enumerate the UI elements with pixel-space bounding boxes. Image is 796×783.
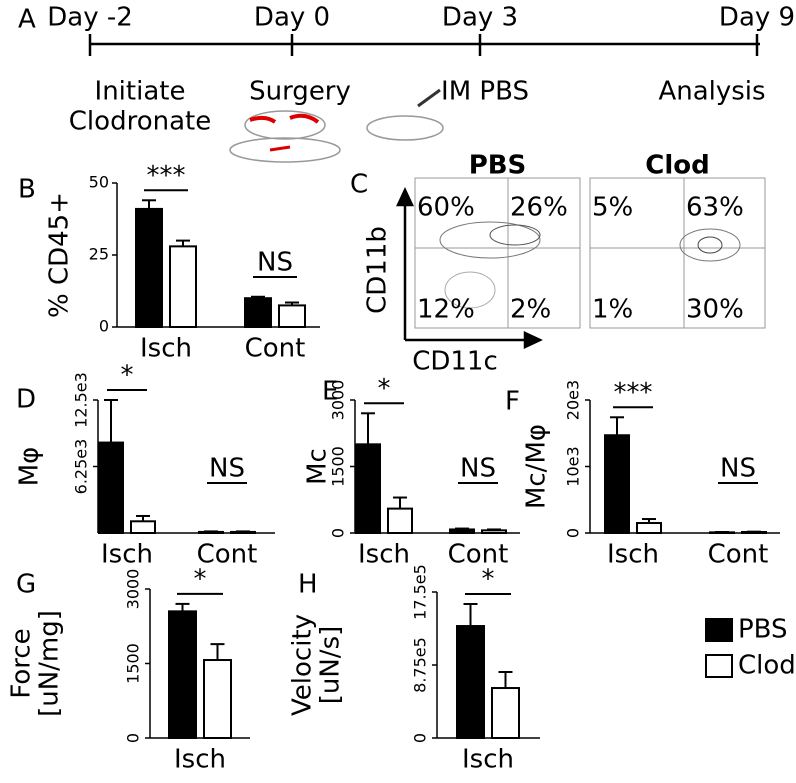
x-tick-label: Isch bbox=[462, 745, 514, 775]
y-tick-label: 1500 bbox=[329, 446, 348, 487]
y-tick-label: 3000 bbox=[329, 380, 348, 421]
legend-label: PBS bbox=[738, 615, 788, 645]
y-tick-label: 20e3 bbox=[564, 380, 583, 420]
y-tick-label: 10e3 bbox=[564, 446, 583, 486]
y-tick-label: 17.5e5 bbox=[411, 564, 430, 620]
bar bbox=[449, 528, 475, 534]
x-tick-label: Cont bbox=[448, 540, 509, 570]
panel-label: D bbox=[16, 385, 36, 415]
x-tick-label: Isch bbox=[358, 540, 410, 570]
bar bbox=[278, 304, 306, 328]
quadrant-percent: 60% bbox=[417, 193, 475, 223]
quadrant-percent: 26% bbox=[510, 193, 568, 223]
y-tick-label: 3000 bbox=[124, 569, 143, 610]
y-tick-label: 25 bbox=[89, 245, 109, 264]
y-tick-label: 0 bbox=[411, 733, 430, 743]
x-tick-label: Isch bbox=[101, 540, 153, 570]
bar bbox=[355, 443, 381, 535]
y-tick-label: 8.75e5 bbox=[411, 637, 430, 693]
y-tick-label: 6.25e3 bbox=[72, 439, 91, 495]
x-tick-label: Cont bbox=[708, 540, 769, 570]
bar bbox=[636, 522, 662, 535]
y-tick-label: 0 bbox=[564, 528, 583, 538]
y-tick-label: 0 bbox=[124, 733, 143, 743]
day-label: Day -2 bbox=[47, 3, 133, 33]
panel-label: B bbox=[18, 175, 36, 205]
y-axis-label: Mc bbox=[303, 448, 333, 485]
bar bbox=[481, 529, 507, 535]
bar bbox=[98, 441, 124, 534]
panel-label: E bbox=[322, 377, 338, 407]
y-tick-label: 50 bbox=[89, 173, 109, 192]
event-label: Initiate bbox=[95, 77, 186, 107]
panel-label: H bbox=[298, 570, 318, 600]
significance-label: NS bbox=[209, 454, 245, 484]
significance-label: * bbox=[194, 564, 207, 594]
event-label: Clodronate bbox=[69, 107, 211, 137]
significance-label: NS bbox=[720, 454, 756, 484]
y-tick-label: 1500 bbox=[124, 643, 143, 684]
x-tick-label: Isch bbox=[607, 540, 659, 570]
y-axis-label: [uN/s] bbox=[316, 626, 346, 705]
y-axis-label: Mc/Mφ bbox=[522, 424, 552, 509]
y-axis-label: Velocity bbox=[288, 614, 318, 716]
y-axis-label: Mφ bbox=[15, 447, 45, 487]
significance-label: * bbox=[482, 565, 495, 595]
flow-axis-label: CD11b bbox=[363, 226, 393, 314]
day-label: Day 9 bbox=[719, 3, 795, 33]
bar bbox=[387, 507, 413, 535]
bar bbox=[456, 625, 485, 740]
panel-label: G bbox=[16, 570, 36, 600]
significance-label: *** bbox=[147, 161, 186, 191]
panel-label: C bbox=[350, 170, 368, 200]
bar bbox=[203, 659, 232, 739]
panel-label: F bbox=[505, 387, 520, 417]
quadrant-percent: 1% bbox=[592, 295, 633, 325]
bar bbox=[604, 434, 630, 534]
legend-swatch bbox=[705, 654, 733, 678]
flow-title: Clod bbox=[645, 151, 709, 181]
x-tick-label: Isch bbox=[174, 745, 226, 775]
quadrant-percent: 63% bbox=[686, 193, 744, 223]
legend-swatch bbox=[705, 618, 733, 642]
bar bbox=[491, 687, 520, 740]
x-tick-label: Cont bbox=[245, 334, 306, 364]
event-label: Analysis bbox=[658, 77, 765, 107]
event-label: IM PBS bbox=[441, 77, 529, 107]
event-label: Surgery bbox=[249, 77, 351, 107]
quadrant-percent: 30% bbox=[686, 295, 744, 325]
significance-label: NS bbox=[257, 248, 293, 278]
flow-axes bbox=[396, 187, 543, 349]
mouse-illustration bbox=[229, 88, 444, 163]
bar bbox=[169, 245, 197, 328]
panel-label: A bbox=[18, 5, 36, 35]
y-tick-label: 12.5e3 bbox=[72, 372, 91, 428]
flow-axis-label: CD11c bbox=[412, 347, 498, 377]
y-tick-label: 0 bbox=[329, 528, 348, 538]
y-tick-label: 0 bbox=[99, 317, 109, 336]
quadrant-percent: 12% bbox=[417, 295, 475, 325]
quadrant-percent: 5% bbox=[592, 193, 633, 223]
y-axis-label: % CD45+ bbox=[45, 192, 75, 318]
quadrant-percent: 2% bbox=[510, 295, 551, 325]
flow-title: PBS bbox=[469, 151, 527, 181]
x-tick-label: Cont bbox=[197, 540, 258, 570]
significance-label: NS bbox=[460, 454, 496, 484]
x-tick-label: Isch bbox=[140, 334, 192, 364]
flow-plots bbox=[414, 177, 766, 329]
day-label: Day 0 bbox=[254, 3, 330, 33]
bar bbox=[244, 297, 272, 329]
bar bbox=[168, 610, 197, 739]
y-axis-label: [uN/mg] bbox=[35, 610, 65, 717]
bar bbox=[135, 207, 163, 328]
significance-label: * bbox=[121, 361, 134, 391]
significance-label: * bbox=[378, 374, 391, 404]
legend-label: Clod bbox=[738, 651, 796, 681]
bar bbox=[130, 520, 156, 535]
y-axis-label: Force bbox=[7, 628, 37, 698]
day-label: Day 3 bbox=[442, 3, 518, 33]
significance-label: *** bbox=[614, 378, 653, 408]
